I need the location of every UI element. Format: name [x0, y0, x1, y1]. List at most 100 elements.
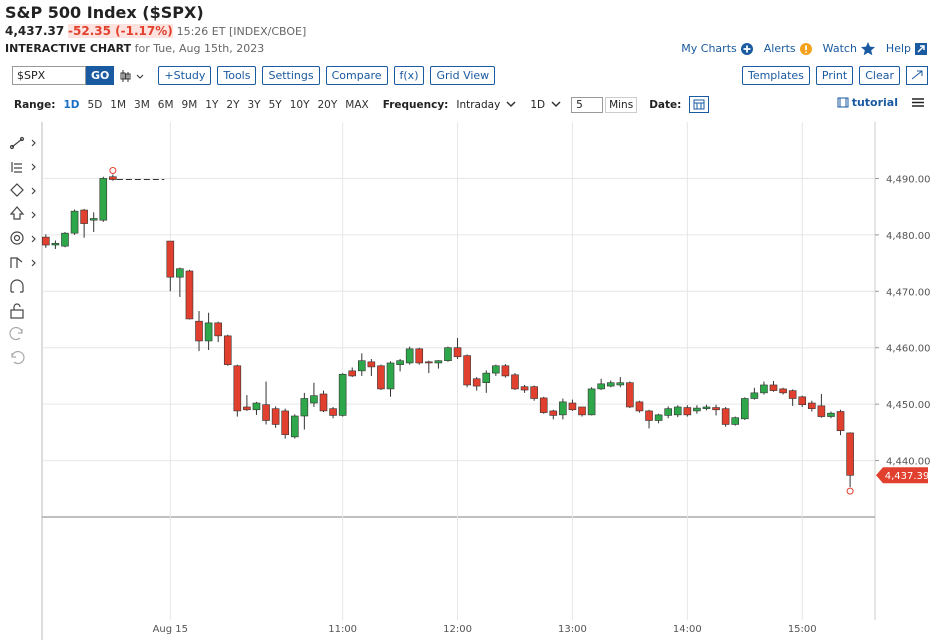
candle-body [549, 410, 558, 416]
quote-line: 4,437.37 -52.35 (-1.17%) 15:26 ET [INDEX… [5, 24, 306, 38]
range-option[interactable]: 2Y [226, 98, 240, 111]
range-option[interactable]: 3Y [247, 98, 261, 111]
candle-body [492, 365, 500, 374]
redo-tool[interactable] [11, 350, 25, 365]
candle-body [693, 407, 701, 412]
shape-tool[interactable] [10, 183, 24, 197]
watch-link[interactable]: Watch [822, 42, 857, 55]
candle-body [616, 382, 625, 386]
candle-body [597, 383, 605, 390]
symbol-input[interactable]: $SPX [12, 66, 86, 85]
toolbar-button[interactable]: Tools [217, 66, 257, 85]
calendar-button[interactable] [689, 96, 710, 113]
toolbar-button[interactable]: Clear [859, 66, 900, 85]
fib-tool[interactable] [11, 162, 22, 173]
header-links: My Charts Alerts Watch Help [671, 41, 928, 56]
range-option[interactable]: 9M [181, 98, 198, 111]
candle-body [750, 392, 759, 399]
candle-body [223, 335, 232, 365]
candle-body [377, 365, 385, 390]
line-tool[interactable] [11, 138, 23, 148]
measure-tool[interactable] [10, 257, 23, 268]
candle-body [310, 395, 318, 404]
candle-body [520, 386, 529, 391]
toolbar: $SPX GO +Study Tools Settings Compare f(x) Gr… [12, 66, 501, 85]
range-option[interactable]: 1Y [205, 98, 219, 111]
range-option[interactable]: 1M [110, 98, 127, 111]
chart-label: INTERACTIVE CHART [5, 42, 132, 55]
alerts-link[interactable]: Alerts [763, 42, 796, 55]
range-option[interactable]: 20Y [317, 98, 338, 111]
candle-body [444, 347, 452, 361]
candle-body [568, 402, 577, 411]
tutorial-area: tutorial [837, 96, 924, 109]
chart-type-icon[interactable] [118, 67, 148, 85]
candle-body [357, 360, 366, 372]
alert-icon [799, 42, 812, 55]
candle-body [195, 320, 203, 342]
go-button[interactable]: GO [86, 66, 115, 85]
high-marker [109, 166, 117, 174]
candle-body [702, 406, 711, 409]
candle-body [453, 347, 462, 358]
range-label: Range: [14, 98, 56, 111]
arrow-tool[interactable] [9, 206, 25, 220]
candle-body [233, 365, 242, 412]
range-option[interactable]: 10Y [289, 98, 310, 111]
period-select[interactable]: 1D [530, 98, 546, 111]
help-link[interactable]: Help [885, 42, 911, 55]
range-option[interactable]: 5Y [268, 98, 282, 111]
toolbar-button[interactable]: Templates [741, 66, 810, 85]
x-tick-label: 11:00 [328, 624, 357, 635]
candle-body [338, 373, 347, 416]
candle-body [434, 360, 443, 364]
candle-body [808, 402, 816, 409]
lock-tool[interactable] [10, 309, 24, 319]
candle-body [683, 407, 692, 416]
candle-body [769, 384, 778, 391]
range-option[interactable]: 6M [157, 98, 174, 111]
chart-caption: INTERACTIVE CHART for Tue, Aug 15th, 202… [5, 42, 264, 55]
toolbar-button[interactable]: Print [815, 66, 854, 85]
interval-input[interactable]: 5 [571, 96, 604, 113]
candle-body [109, 176, 117, 180]
toolbar-button[interactable]: +Study [158, 66, 212, 85]
text-tool[interactable] [10, 231, 24, 245]
chart: 4,440.00 4,450.00 4,460.00 4,470.00 4,480.00… [9, 122, 931, 640]
candle-body [760, 384, 768, 394]
candle-body [176, 268, 184, 278]
last-price-tag [876, 467, 928, 484]
menu-icon[interactable] [912, 97, 924, 108]
candle-body [89, 218, 98, 221]
undo-tool[interactable] [9, 326, 23, 341]
toolbar-button[interactable]: Settings [262, 66, 320, 85]
fullscreen-button[interactable] [906, 66, 928, 85]
range-option[interactable]: 5D [87, 98, 103, 111]
title: S&P 500 Index ($SPX) [5, 3, 204, 22]
toolbar-button[interactable]: f(x) [393, 66, 425, 85]
tutorial-link[interactable]: tutorial [851, 96, 898, 109]
tool-dot [13, 234, 21, 242]
candle-body [645, 410, 653, 421]
candle-body [415, 348, 424, 364]
toolbar-button[interactable]: Compare [325, 66, 388, 85]
candle-body [587, 388, 596, 416]
range-option[interactable]: 1D [63, 98, 80, 111]
candle-body [664, 408, 672, 416]
chevron [551, 100, 561, 107]
toolbar-button[interactable]: Grid View [430, 66, 496, 85]
candle-body [731, 417, 740, 425]
frequency-label: Frequency: [382, 98, 449, 111]
candle-body [673, 406, 682, 416]
range-option[interactable]: MAX [345, 98, 369, 111]
candle-body [817, 405, 826, 417]
candle-body [712, 407, 720, 411]
range-option[interactable]: 3M [134, 98, 150, 111]
frequency-select[interactable]: Intraday [456, 98, 501, 111]
my-charts-link[interactable]: My Charts [681, 42, 737, 55]
candle-body [559, 401, 567, 416]
magnet-tool[interactable] [10, 279, 24, 293]
candle-body [635, 401, 644, 412]
tool-dot [9, 144, 15, 150]
